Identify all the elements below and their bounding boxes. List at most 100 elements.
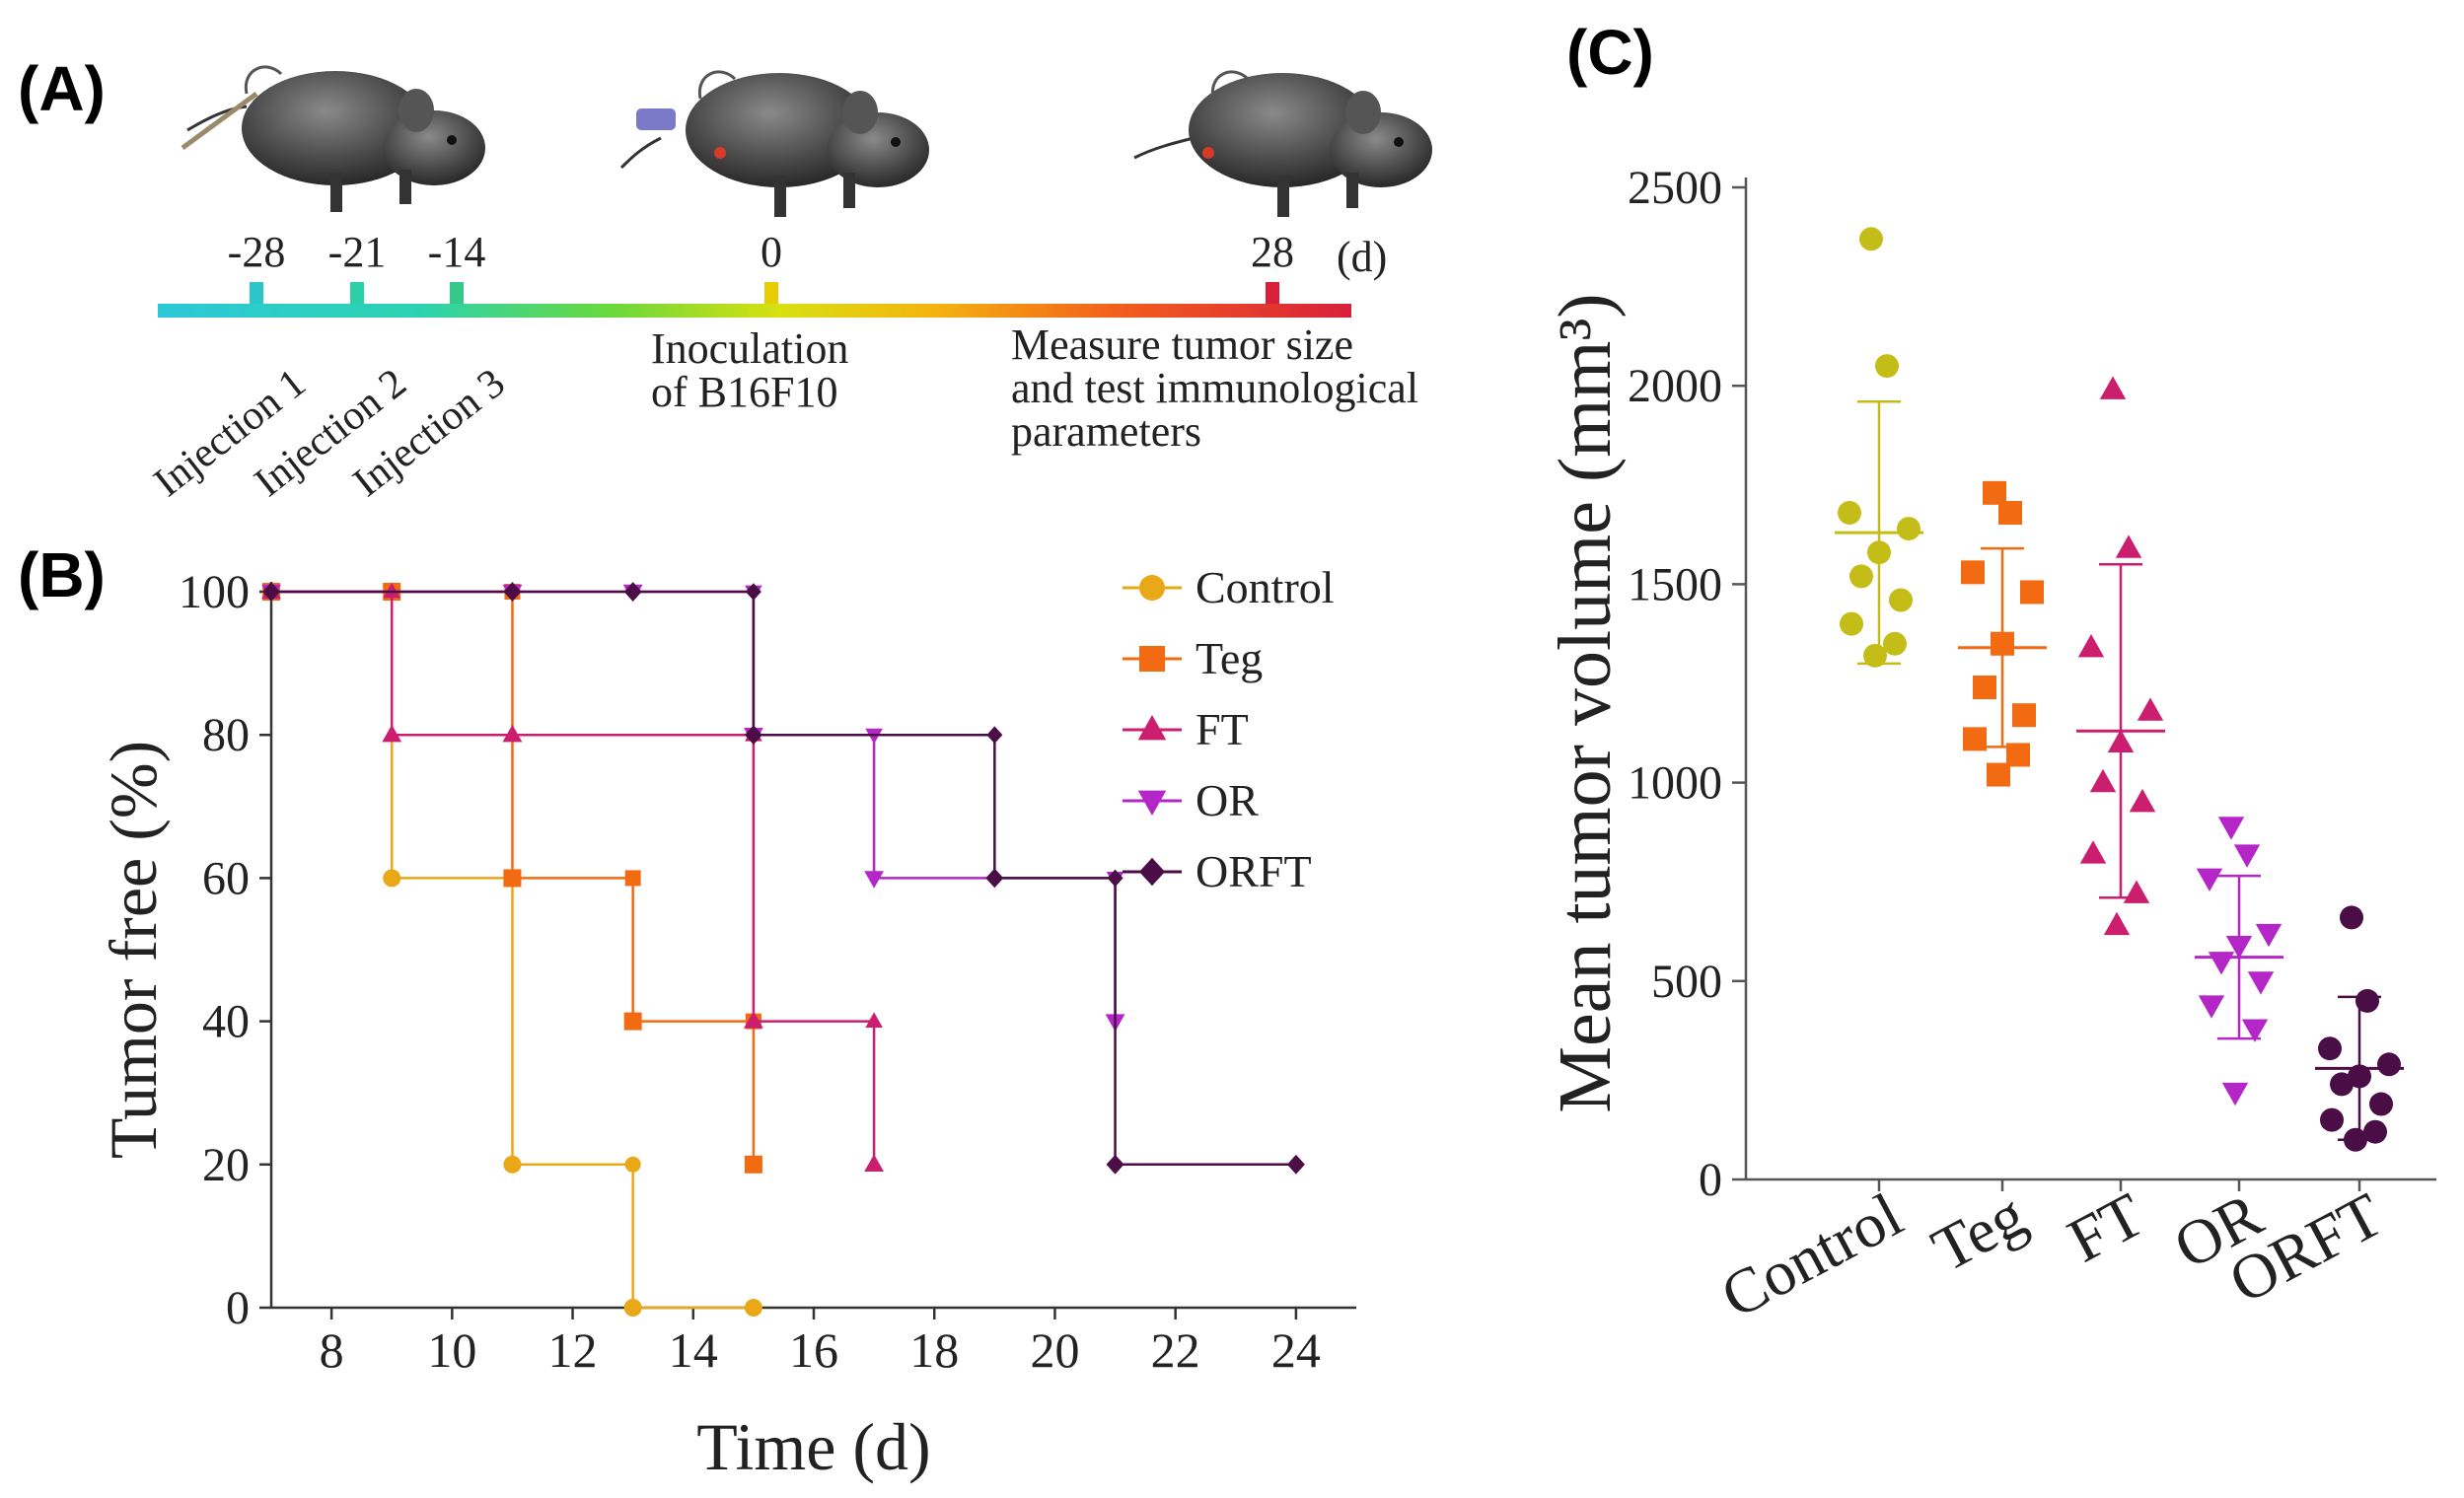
mouse-icon-injection: [181, 65, 485, 212]
y-tick-label: 40: [202, 996, 250, 1048]
data-point-ft: [2089, 768, 2117, 793]
data-point-orft: [2369, 1092, 2393, 1116]
data-point-ft: [2099, 376, 2127, 399]
survival-point-control: [744, 1299, 762, 1317]
data-point-ft: [2107, 729, 2135, 752]
data-point-orft: [2377, 1052, 2401, 1077]
survival-point-ft: [502, 724, 523, 743]
data-point-or: [2241, 1019, 2269, 1042]
panel-label-b: (B): [18, 539, 106, 610]
timeline-tick-0: [250, 282, 263, 304]
timeline-tick-label-0: -28: [228, 228, 286, 276]
survival-point-orft: [503, 582, 522, 602]
timeline-tick-3: [764, 282, 778, 304]
timeline-tick-label-1: -21: [328, 228, 387, 276]
data-point-ft: [2079, 840, 2107, 864]
data-point-control: [1889, 588, 1913, 612]
legend-marker-teg: [1139, 646, 1165, 672]
survival-point-or: [865, 728, 883, 745]
data-point-teg: [1983, 480, 2006, 505]
measure-line-1: Measure tumor size: [1011, 321, 1353, 369]
survival-point-orft: [1107, 869, 1123, 888]
data-point-ft: [2129, 788, 2156, 813]
survival-point-or: [864, 871, 885, 889]
panel-label-a: (A): [18, 53, 106, 124]
panel-label-c: (C): [1566, 17, 1654, 88]
survival-point-ft: [383, 582, 401, 599]
y-axis-label: Mean tumor volume (mm³): [1544, 293, 1627, 1112]
x-tick-label: 24: [1271, 1322, 1321, 1378]
timeline-tick-4: [1266, 282, 1279, 304]
legend: Control Teg FT OR ORFT: [1123, 562, 1335, 896]
survival-point-ft: [743, 1011, 763, 1029]
survival-point-control: [623, 1299, 642, 1317]
survival-point-teg: [503, 869, 522, 888]
x-axis-label: Time (d): [696, 1409, 930, 1484]
legend-marker-control: [1139, 575, 1165, 601]
data-point-ft: [2103, 911, 2131, 936]
data-point-ft: [2123, 880, 2150, 903]
data-point-or: [2208, 952, 2235, 975]
y-tick-label: 0: [1699, 1154, 1722, 1206]
data-point-ft: [2077, 633, 2105, 658]
data-point-orft: [2348, 1064, 2371, 1089]
data-point-control: [1897, 517, 1920, 541]
data-point-ft: [2137, 697, 2164, 721]
data-point-orft: [2344, 1127, 2367, 1152]
survival-point-orft: [745, 583, 761, 601]
survival-line-ft: [271, 590, 876, 1165]
legend-label-teg: Teg: [1196, 633, 1263, 683]
data-point-or: [2196, 868, 2223, 892]
survival-point-ft: [382, 724, 402, 743]
y-tick-label: 0: [226, 1282, 250, 1334]
x-tick-label: 10: [427, 1322, 476, 1378]
data-point-orft: [2330, 1072, 2354, 1097]
mouse-icon-inoculation: [619, 70, 929, 217]
y-axis-label: Tumor free (%): [96, 741, 171, 1159]
survival-point-orft: [623, 582, 642, 602]
mouse-icon-measure: [1133, 70, 1432, 217]
data-point-teg: [1973, 676, 1996, 700]
data-point-orft: [2355, 988, 2379, 1013]
data-point-teg: [1987, 762, 2010, 787]
x-tick-label-ft: FT: [2057, 1179, 2154, 1276]
x-tick-label: 18: [909, 1322, 959, 1378]
survival-line-or: [271, 590, 1117, 1022]
timeline-tick-label-4: 28: [1251, 228, 1294, 276]
legend-label-control: Control: [1196, 562, 1335, 612]
survival-point-ft: [865, 1012, 883, 1028]
survival-point-orft: [985, 868, 1004, 889]
survival-point-control: [383, 869, 401, 888]
data-point-teg: [1991, 631, 2014, 656]
data-point-or: [2225, 935, 2253, 960]
y-tick-label: 80: [202, 709, 250, 761]
timeline-tick-label-3: 0: [761, 228, 782, 276]
survival-point-teg: [624, 870, 641, 887]
data-point-orft: [2340, 905, 2363, 930]
y-tick-label: 2500: [1628, 162, 1722, 214]
survival-point-orft: [1106, 1154, 1124, 1175]
legend-label-or: OR: [1196, 775, 1259, 825]
data-point-or: [2221, 1082, 2249, 1106]
inoculation-line-2: of B16F10: [651, 368, 837, 416]
survival-point-orft: [986, 726, 1003, 744]
survival-point-control: [624, 1156, 641, 1173]
data-point-teg: [2012, 703, 2036, 728]
data-point-control: [1859, 227, 1883, 251]
data-point-teg: [2006, 743, 2030, 767]
legend-label-ft: FT: [1196, 704, 1249, 754]
data-point-or: [2233, 844, 2261, 868]
y-tick-label: 1000: [1628, 757, 1722, 810]
data-point-ft: [2115, 535, 2142, 558]
survival-point-teg: [623, 1012, 642, 1031]
x-tick-label: 14: [669, 1322, 718, 1378]
data-point-control: [1867, 540, 1891, 565]
timeline-tick-2: [450, 282, 464, 304]
data-point-orft: [2320, 1107, 2344, 1132]
data-point-control: [1863, 643, 1887, 668]
survival-point-teg: [744, 1155, 762, 1174]
data-point-or: [2217, 817, 2245, 840]
